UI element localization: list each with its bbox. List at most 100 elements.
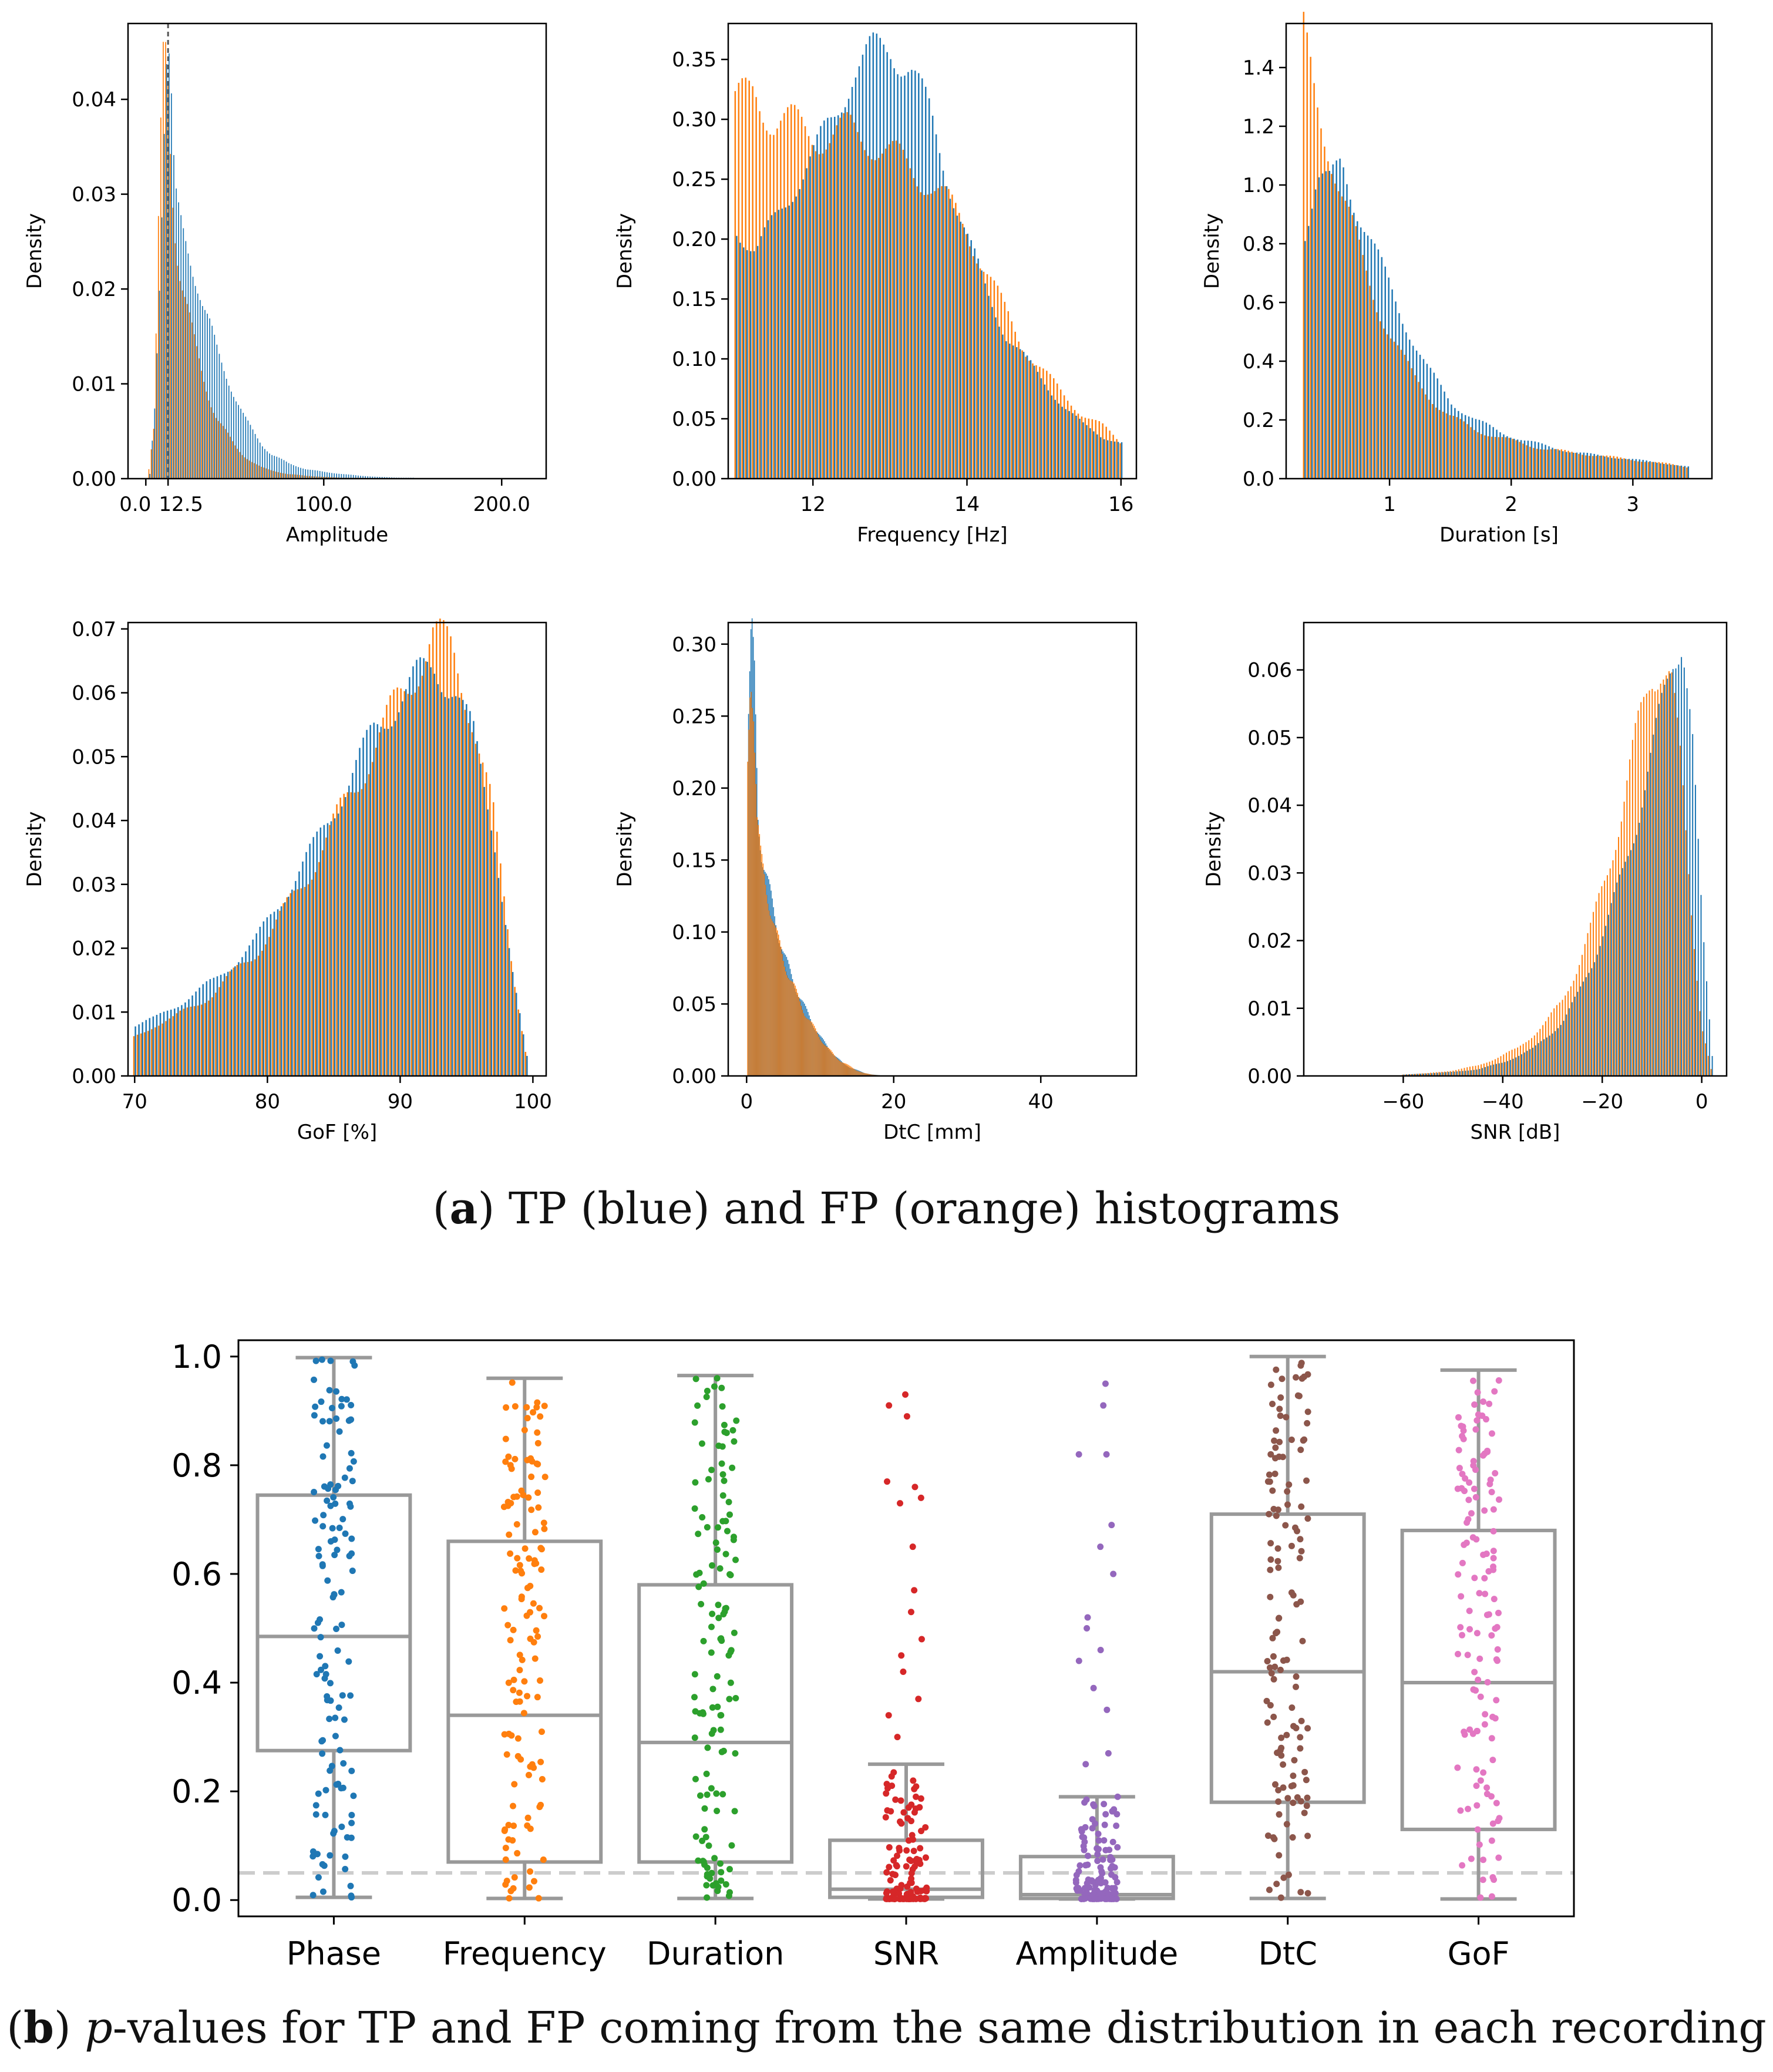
fp-bar xyxy=(768,910,770,1076)
tp-bar xyxy=(1621,868,1623,1076)
fp-bar xyxy=(797,993,798,1076)
p-value-point xyxy=(918,1828,925,1835)
tp-bar xyxy=(178,202,179,479)
fp-bar xyxy=(776,128,778,479)
fp-bar xyxy=(864,150,866,479)
p-value-point xyxy=(326,1716,333,1723)
fp-bar xyxy=(1456,417,1458,479)
tp-bar xyxy=(401,701,403,1076)
fp-bar xyxy=(983,271,985,479)
p-value-point xyxy=(346,1465,353,1472)
y-tick-label: 0.00 xyxy=(72,1065,116,1088)
tp-bar xyxy=(907,72,909,479)
tp-bar xyxy=(1499,432,1501,479)
p-value-point xyxy=(1274,1545,1281,1552)
p-value-point xyxy=(1084,1625,1091,1632)
p-value-point xyxy=(1466,1626,1473,1633)
fp-bar xyxy=(1486,1062,1488,1076)
tp-bar xyxy=(1420,1074,1422,1076)
p-value-point xyxy=(1290,1799,1297,1807)
p-value-point xyxy=(1276,1811,1283,1818)
p-value-point xyxy=(1266,1886,1273,1893)
p-value-point xyxy=(1474,1389,1481,1396)
fp-bar xyxy=(802,1010,803,1076)
p-value-point xyxy=(1099,1856,1106,1863)
fp-bar xyxy=(1634,723,1636,1076)
tp-bar xyxy=(359,748,361,1076)
p-value-point xyxy=(502,1856,509,1863)
tp-bar xyxy=(227,971,229,1076)
fp-bar xyxy=(1070,405,1072,479)
p-value-point xyxy=(1495,1496,1502,1503)
p-value-point xyxy=(1075,1451,1082,1458)
tp-bar xyxy=(269,453,270,479)
box-body xyxy=(1209,1512,1366,1804)
tp-bar xyxy=(302,468,304,479)
p-value-point xyxy=(1094,1851,1101,1858)
fp-bar xyxy=(860,1072,862,1076)
fp-bar xyxy=(1637,710,1639,1076)
fp-bar xyxy=(1116,439,1118,479)
tp-bar xyxy=(1465,1071,1466,1076)
p-value-point xyxy=(1455,1650,1462,1657)
fp-bar xyxy=(815,151,817,479)
p-value-point xyxy=(1273,1512,1280,1519)
p-value-point xyxy=(714,1808,721,1815)
p-value-point xyxy=(506,1895,513,1902)
tp-bar xyxy=(199,300,201,479)
fp-bar xyxy=(853,1068,854,1076)
fp-bar xyxy=(1542,1025,1544,1076)
tp-bar xyxy=(988,295,990,479)
fp-bar xyxy=(870,1074,871,1076)
p-value-point xyxy=(510,1676,517,1683)
p-value-point xyxy=(1094,1858,1101,1865)
tp-bar xyxy=(319,470,321,479)
tp-bar xyxy=(1571,1002,1573,1076)
fp-bar xyxy=(287,474,288,479)
fp-bar xyxy=(1098,421,1101,479)
p-value-point xyxy=(1283,1414,1290,1421)
fp-bar xyxy=(514,987,516,1076)
p-value-point xyxy=(1101,1801,1108,1808)
tp-bar xyxy=(1405,332,1407,479)
p-value-point xyxy=(530,1600,537,1607)
tp-bar xyxy=(1459,1071,1461,1076)
fp-bar xyxy=(767,903,769,1076)
y-tick-label: 0.01 xyxy=(72,1001,116,1024)
p-value-point xyxy=(1084,1614,1091,1621)
p-value-point xyxy=(1465,1496,1472,1503)
box-snr xyxy=(828,1391,984,1902)
p-value-point xyxy=(309,1848,317,1855)
x-tick-label: 20 xyxy=(881,1090,906,1114)
tp-bar xyxy=(352,773,354,1076)
tp-bar xyxy=(312,470,314,479)
p-value-point xyxy=(728,1842,735,1849)
tp-bar xyxy=(1075,415,1077,479)
x-tick-label: 200.0 xyxy=(473,493,530,516)
fp-bar xyxy=(839,117,841,479)
tp-bar xyxy=(1395,301,1397,479)
fp-bar xyxy=(818,1037,820,1076)
tp-bar xyxy=(1343,167,1344,479)
fp-bar xyxy=(234,445,236,479)
fp-bar xyxy=(793,983,795,1076)
histogram-panel-3 xyxy=(1279,12,1713,486)
tp-bar xyxy=(1314,189,1317,479)
p-value-point xyxy=(1304,1890,1311,1897)
fp-bar xyxy=(867,156,869,479)
fp-bar xyxy=(1668,463,1670,479)
box-body xyxy=(255,1493,412,1753)
fp-bar xyxy=(361,789,363,1076)
p-value-point xyxy=(1297,1889,1304,1896)
p-value-point xyxy=(1080,1842,1087,1849)
tp-bar xyxy=(1614,458,1616,479)
p-value-point xyxy=(322,1671,329,1678)
p-value-point xyxy=(516,1689,523,1696)
tp-bar xyxy=(298,467,299,479)
x-tick-label: 40 xyxy=(1028,1090,1054,1114)
tp-bar xyxy=(1633,843,1634,1076)
tp-bar xyxy=(953,208,955,479)
p-value-point xyxy=(1084,1883,1091,1891)
p-value-point xyxy=(340,1760,347,1767)
x-axis-label: Frequency [Hz] xyxy=(857,523,1007,547)
